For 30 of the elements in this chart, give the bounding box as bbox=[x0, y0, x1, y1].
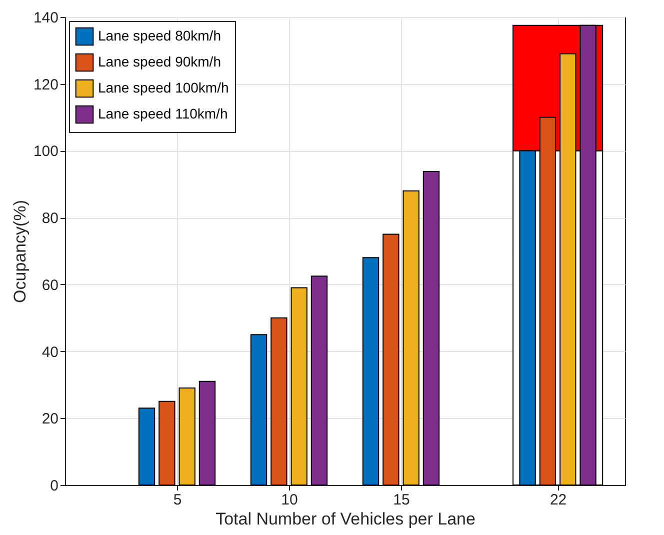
y-tick-label: 20 bbox=[42, 410, 58, 428]
y-axis-title: Ocupancy(%) bbox=[10, 200, 30, 303]
x-tick-label: 10 bbox=[281, 492, 298, 508]
y-tick-label: 140 bbox=[33, 10, 58, 26]
legend-label: Lane speed 80km/h bbox=[98, 28, 221, 44]
bar bbox=[250, 334, 268, 486]
bar bbox=[270, 317, 288, 486]
y-tick-label: 80 bbox=[42, 210, 58, 228]
bar bbox=[362, 257, 380, 486]
legend-label: Lane speed 110km/h bbox=[98, 106, 228, 122]
x-tick-label: 15 bbox=[393, 492, 410, 508]
bar bbox=[310, 276, 328, 486]
bar bbox=[158, 400, 176, 486]
bar bbox=[382, 234, 400, 486]
x-axis-title: Total Number of Vehicles per Lane bbox=[216, 510, 476, 528]
y-tick-label: 120 bbox=[33, 76, 58, 94]
bar bbox=[290, 287, 308, 486]
bar bbox=[198, 380, 216, 486]
bar bbox=[422, 170, 440, 486]
bar bbox=[402, 190, 420, 486]
x-tick-label: 22 bbox=[550, 492, 567, 508]
y-tick-label: 40 bbox=[42, 344, 58, 361]
y-tick-label: 0 bbox=[50, 478, 58, 494]
legend-label: Lane speed 90km/h bbox=[98, 54, 221, 70]
y-tick-label: 100 bbox=[33, 143, 58, 160]
bar bbox=[178, 388, 196, 486]
x-tick-label: 5 bbox=[173, 492, 182, 508]
bar bbox=[138, 408, 156, 486]
legend-label: Lane speed 100km/h bbox=[98, 80, 229, 96]
y-tick-label: 60 bbox=[42, 276, 58, 294]
